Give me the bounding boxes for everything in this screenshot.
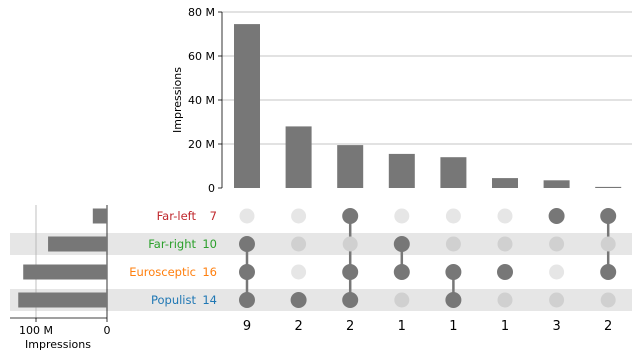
intersection-axis-label: Impressions [171, 67, 184, 133]
intersection-count-label: 2 [604, 319, 612, 334]
row-shade-far-right [10, 233, 632, 255]
membership-dot-active [600, 264, 617, 280]
membership-dot-inactive [549, 236, 565, 252]
membership-dot-inactive [394, 208, 410, 224]
membership-dot-active [342, 208, 359, 224]
row-shade-populist [10, 289, 632, 311]
y-tick-label: 0 [208, 182, 215, 195]
intersection-count-labels: 9 2 2 1 1 1 3 2 [243, 319, 612, 334]
membership-dot-active [290, 292, 307, 308]
membership-matrix [239, 208, 617, 308]
set-name-label: Far-right [148, 237, 196, 251]
membership-dot-inactive [445, 208, 461, 224]
intersection-count-label: 2 [346, 319, 354, 334]
membership-dot-inactive [291, 236, 307, 252]
membership-dot-active [548, 208, 565, 224]
intersection-axis: 0 20 M 40 M 60 M 80 M [188, 6, 223, 195]
set-size-bar [48, 236, 107, 252]
set-name-label: Populist [151, 293, 197, 307]
intersection-bar [492, 178, 518, 188]
y-tick-label: 40 M [188, 94, 215, 107]
intersection-count-label: 1 [398, 319, 406, 334]
intersection-bar [440, 157, 467, 188]
membership-dot-inactive [239, 208, 255, 224]
intersection-gridlines [222, 11, 632, 145]
intersection-bar [543, 180, 570, 188]
membership-dot-active [342, 264, 359, 280]
membership-dot-active [445, 292, 462, 308]
set-count-label: 10 [202, 237, 217, 251]
membership-dot-inactive [600, 292, 616, 308]
set-name-label: Far-left [157, 209, 197, 223]
intersection-bar [388, 153, 415, 188]
set-name-label: Eurosceptic [129, 265, 196, 279]
intersection-count-label: 2 [294, 319, 302, 334]
membership-dot-inactive [291, 208, 307, 224]
set-size-bar [92, 208, 107, 224]
membership-dot-inactive [291, 264, 307, 280]
intersection-count-label: 1 [449, 319, 457, 334]
y-tick-label: 20 M [188, 138, 215, 151]
set-count-label: 14 [202, 293, 217, 307]
y-tick-label: 60 M [188, 50, 215, 63]
row-shading [10, 233, 632, 311]
intersection-bar [285, 126, 312, 188]
set-count-label: 16 [202, 265, 217, 279]
membership-dot-inactive [497, 236, 513, 252]
membership-dot-active [497, 264, 513, 280]
intersection-count-label: 9 [243, 319, 251, 334]
set-axis-label: Impressions [25, 338, 91, 351]
membership-dot-active [239, 292, 255, 308]
membership-dot-inactive [342, 236, 358, 252]
membership-dot-active [445, 264, 462, 280]
set-size-bar [18, 292, 107, 308]
set-count-label: 7 [210, 209, 217, 223]
membership-dot-inactive [497, 292, 513, 308]
membership-dot-active [239, 236, 255, 252]
intersection-bar [234, 24, 260, 188]
intersection-bars [234, 24, 622, 188]
membership-dot-active [393, 236, 410, 252]
set-axis-tick-label: 0 [104, 324, 111, 337]
membership-dot-active [393, 264, 410, 280]
intersection-count-label: 3 [552, 319, 560, 334]
membership-dot-inactive [445, 236, 461, 252]
membership-dot-inactive [394, 292, 410, 308]
membership-dot-inactive [549, 292, 565, 308]
y-tick-label: 80 M [188, 6, 215, 19]
membership-dot-active [239, 264, 255, 280]
intersection-bar [595, 186, 622, 188]
membership-dot-inactive [600, 236, 616, 252]
set-axis-tick-label: 100 M [19, 324, 53, 337]
set-size-bar [23, 264, 107, 280]
membership-dot-inactive [549, 264, 565, 280]
intersection-count-label: 1 [501, 319, 509, 334]
membership-dot-active [342, 292, 359, 308]
set-size-bars [18, 208, 107, 308]
set-labels: Far-left 7 Far-right 10 Eurosceptic 16 Populis… [129, 209, 217, 307]
membership-dot-active [600, 208, 617, 224]
intersection-bar [337, 145, 364, 188]
membership-dot-inactive [497, 208, 513, 224]
